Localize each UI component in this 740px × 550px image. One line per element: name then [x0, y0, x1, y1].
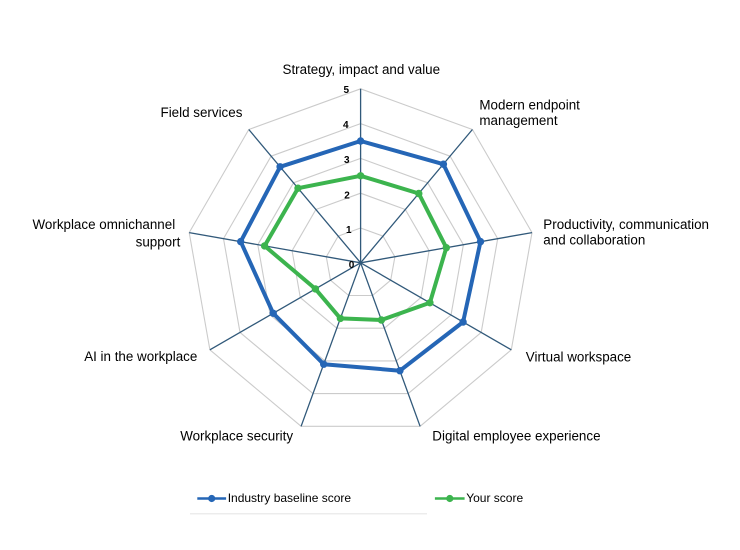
svg-text:and collaboration: and collaboration: [543, 233, 645, 248]
svg-text:management: management: [479, 113, 557, 128]
svg-text:AI in the workplace: AI in the workplace: [84, 349, 197, 364]
svg-text:Virtual workspace: Virtual workspace: [526, 350, 631, 365]
svg-text:Digital employee experience: Digital employee experience: [432, 428, 600, 443]
svg-text:Strategy, impact and value: Strategy, impact and value: [283, 62, 441, 77]
svg-text:5: 5: [344, 85, 350, 96]
svg-text:Productivity, communication: Productivity, communication: [543, 217, 709, 232]
svg-text:4: 4: [343, 120, 349, 131]
svg-text:Field services: Field services: [161, 105, 243, 120]
svg-text:support: support: [136, 234, 181, 249]
svg-text:Workplace omnichannel: Workplace omnichannel: [33, 217, 176, 232]
svg-text:3: 3: [344, 155, 350, 166]
svg-text:Industry baseline score: Industry baseline score: [228, 491, 352, 505]
svg-text:0: 0: [349, 260, 355, 271]
svg-text:Your score: Your score: [466, 491, 523, 505]
svg-text:Workplace security: Workplace security: [180, 428, 293, 443]
svg-text:2: 2: [344, 190, 350, 201]
svg-text:Modern endpoint: Modern endpoint: [479, 97, 580, 112]
svg-text:1: 1: [346, 225, 352, 236]
